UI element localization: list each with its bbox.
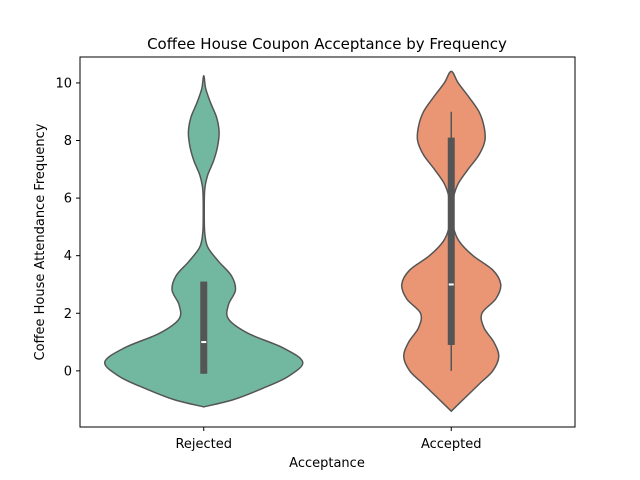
y-axis-title: Coffee House Attendance Frequency: [33, 123, 48, 360]
y-tick-label: 2: [64, 307, 72, 322]
iqr-box-rejected: [200, 281, 208, 374]
iqr-box-accepted: [447, 137, 455, 345]
y-tick-label: 0: [64, 364, 72, 379]
y-tick-label: 4: [64, 249, 72, 264]
chart-title: Coffee House Coupon Acceptance by Freque…: [147, 35, 507, 53]
x-tick-label-accepted: Accepted: [421, 437, 482, 452]
violin-layer: [103, 70, 502, 413]
x-tick-label-rejected: Rejected: [175, 437, 232, 452]
y-tick-label: 10: [55, 76, 72, 91]
violin-rejected: [103, 74, 304, 408]
y-tick-label: 6: [64, 192, 72, 207]
y-tick-label: 8: [64, 134, 72, 149]
x-axis-title: Acceptance: [289, 456, 365, 471]
x-axis: Rejected Accepted: [175, 427, 482, 452]
y-axis: 0 2 4 6 8 10: [55, 76, 80, 379]
plot-frame: [79, 56, 576, 428]
